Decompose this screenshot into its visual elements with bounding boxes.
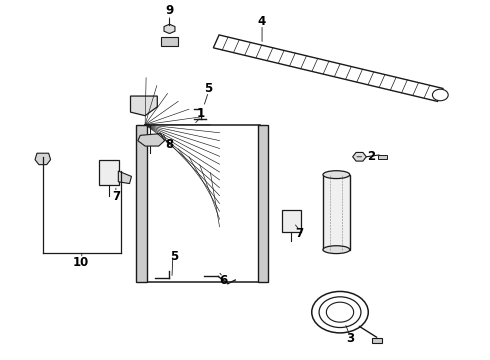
- Bar: [282, 210, 301, 232]
- Text: 5: 5: [204, 82, 213, 95]
- Polygon shape: [118, 171, 131, 184]
- Text: 5: 5: [170, 250, 178, 263]
- Text: 1: 1: [197, 107, 205, 120]
- Polygon shape: [35, 153, 50, 165]
- Text: 8: 8: [165, 139, 173, 152]
- Polygon shape: [353, 152, 367, 161]
- Text: 7: 7: [295, 227, 304, 240]
- Ellipse shape: [323, 246, 350, 253]
- Bar: [323, 175, 350, 249]
- Polygon shape: [138, 134, 165, 146]
- Polygon shape: [130, 96, 157, 116]
- Bar: [372, 338, 382, 342]
- Text: 4: 4: [258, 14, 266, 27]
- Bar: [99, 160, 119, 185]
- Bar: [136, 125, 147, 282]
- Text: 9: 9: [165, 4, 173, 17]
- Text: 3: 3: [345, 333, 354, 346]
- Text: 2: 2: [367, 150, 375, 163]
- Bar: [258, 125, 269, 282]
- Bar: [161, 37, 178, 46]
- Ellipse shape: [323, 171, 350, 179]
- Polygon shape: [213, 35, 443, 102]
- Text: 6: 6: [219, 274, 227, 287]
- Polygon shape: [164, 24, 175, 33]
- Bar: [378, 155, 387, 159]
- Text: 10: 10: [72, 256, 88, 269]
- Text: 7: 7: [112, 190, 120, 203]
- Bar: [145, 125, 260, 282]
- Circle shape: [433, 89, 448, 101]
